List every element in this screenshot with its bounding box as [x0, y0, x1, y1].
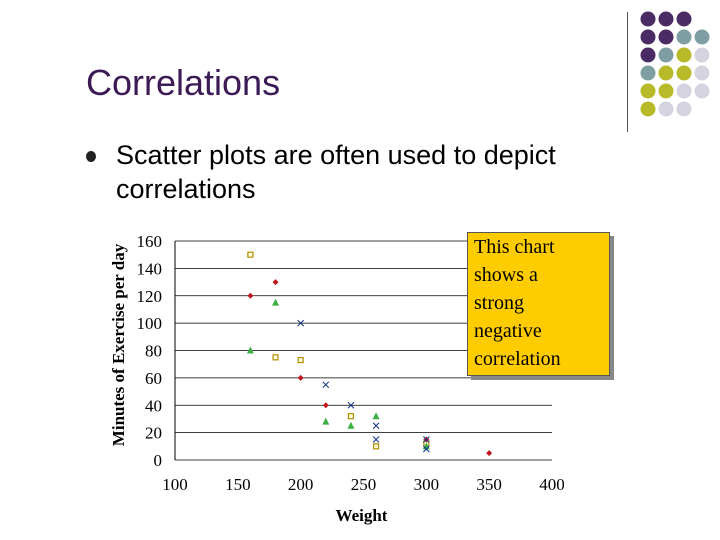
- x-tick-label: 250: [351, 475, 377, 494]
- decorative-dot: [676, 11, 692, 27]
- decorative-dot: [694, 47, 710, 63]
- decorative-dot: [658, 83, 674, 99]
- data-point-triangle: [347, 421, 355, 429]
- data-point-x-stroke: [322, 381, 330, 389]
- x-tick-label: 300: [414, 475, 440, 494]
- decorative-dot: [658, 47, 674, 63]
- data-point-x-stroke: [372, 436, 380, 443]
- data-point-diamond: [486, 450, 493, 457]
- y-tick-label: 80: [145, 342, 162, 361]
- x-tick-label: 150: [225, 475, 251, 494]
- title-divider: [627, 12, 628, 132]
- decorative-dot: [640, 29, 656, 45]
- decorative-dot: [676, 83, 692, 99]
- data-point-diamond: [322, 402, 329, 409]
- data-point-x-stroke: [372, 422, 380, 430]
- data-point-square: [347, 413, 355, 420]
- decorative-dot: [640, 65, 656, 81]
- decorative-dot: [658, 11, 674, 27]
- y-tick-label: 100: [137, 314, 163, 333]
- x-axis-label: Weight: [336, 506, 388, 525]
- data-point-square: [247, 251, 254, 258]
- data-point-x-stroke: [347, 401, 355, 409]
- y-tick-label: 140: [137, 259, 163, 278]
- slide-title: Correlations: [86, 62, 281, 103]
- y-tick-label: 0: [154, 451, 163, 470]
- decorative-dot: [694, 83, 710, 99]
- callout-line: shows a: [474, 264, 538, 286]
- data-point-diamond: [272, 279, 279, 286]
- decorative-dot: [658, 65, 674, 81]
- data-point-triangle: [322, 417, 330, 425]
- decorative-dot: [694, 29, 710, 45]
- decorative-dot: [676, 65, 692, 81]
- decorative-dot: [658, 101, 674, 117]
- bullet-text: Scatter plots are often used to depict c…: [116, 140, 556, 204]
- decorative-dot: [640, 47, 656, 63]
- data-point-x: [297, 319, 305, 327]
- data-point-square: [297, 356, 304, 364]
- callout-line: negative: [474, 320, 542, 342]
- decorative-dot: [676, 29, 692, 45]
- data-point-triangle: [372, 412, 380, 420]
- y-axis-label: Minutes of Exercise per day: [109, 243, 128, 446]
- decorative-dot: [658, 29, 674, 45]
- decorative-dot: [676, 47, 692, 63]
- x-tick-label: 100: [162, 475, 188, 494]
- callout-box: This chart shows a strong negative corre…: [467, 232, 610, 376]
- y-tick-label: 120: [137, 287, 163, 306]
- y-tick-label: 20: [145, 424, 162, 443]
- callout-line: correlation: [474, 348, 561, 370]
- bullet-icon: [86, 151, 96, 162]
- decorative-dot: [640, 101, 656, 117]
- decorative-dot: [640, 83, 656, 99]
- decorative-dot: [640, 11, 656, 27]
- data-point-triangle: [246, 346, 254, 354]
- data-point-square: [272, 354, 279, 361]
- callout-line: This chart: [474, 236, 555, 258]
- x-tick-label: 350: [476, 475, 502, 494]
- data-point-x: [372, 436, 380, 443]
- decorative-dot: [694, 65, 710, 81]
- decorative-dot-grid: [640, 11, 710, 117]
- data-point-x: [372, 422, 380, 430]
- data-point-x-stroke: [297, 319, 305, 327]
- data-point-x: [422, 436, 430, 443]
- data-point-triangle: [272, 298, 280, 306]
- callout-line: strong: [474, 292, 524, 314]
- data-point-x-stroke: [422, 445, 430, 453]
- x-tick-label: 200: [288, 475, 314, 494]
- y-tick-label: 160: [137, 232, 163, 251]
- data-point-diamond: [247, 292, 254, 299]
- y-tick-label: 60: [145, 369, 162, 388]
- y-tick-label: 40: [145, 396, 162, 415]
- x-tick-label: 400: [539, 475, 565, 494]
- decorative-dot: [676, 101, 692, 117]
- data-point-diamond: [297, 374, 304, 381]
- data-point-x: [347, 401, 355, 409]
- data-point-x-stroke: [422, 436, 430, 443]
- data-point-square: [372, 443, 380, 450]
- data-point-x: [322, 381, 330, 389]
- data-point-x: [422, 445, 430, 453]
